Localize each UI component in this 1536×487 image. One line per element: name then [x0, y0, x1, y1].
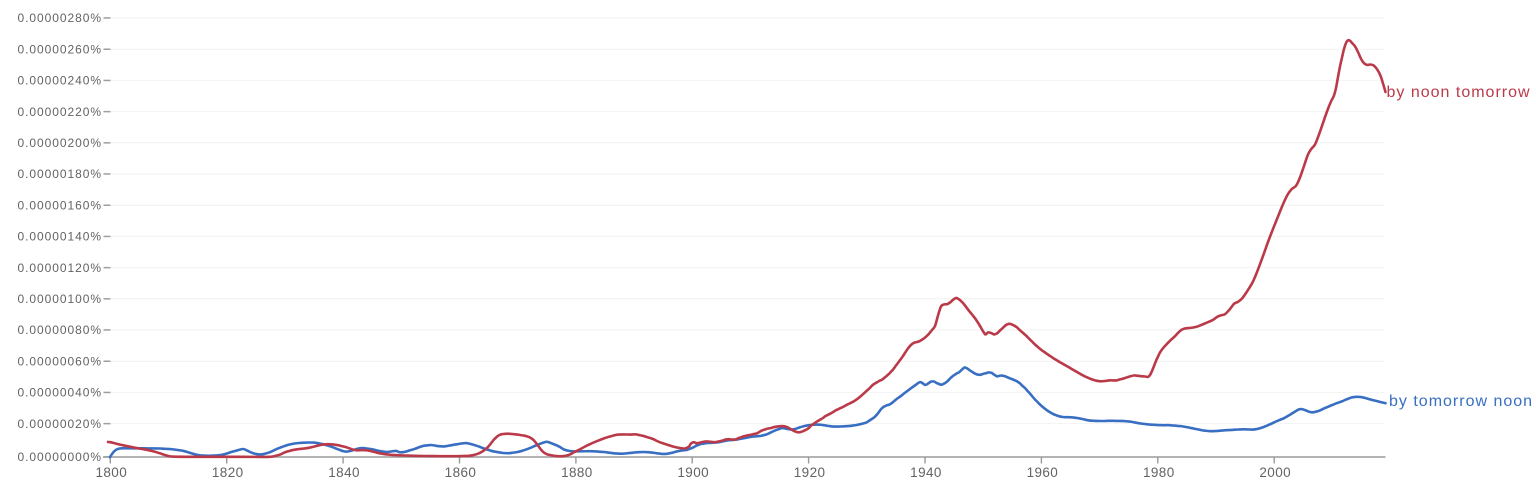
- svg-text:0.00000100%: 0.00000100%: [17, 292, 102, 306]
- svg-text:0.00000060%: 0.00000060%: [17, 354, 102, 368]
- svg-text:0.00000280%: 0.00000280%: [17, 11, 102, 25]
- svg-text:1860: 1860: [445, 465, 477, 480]
- svg-text:0.00000160%: 0.00000160%: [17, 198, 102, 212]
- svg-text:1880: 1880: [561, 465, 593, 480]
- svg-text:1940: 1940: [910, 465, 942, 480]
- svg-text:0.00000120%: 0.00000120%: [17, 261, 102, 275]
- svg-text:1900: 1900: [677, 465, 709, 480]
- svg-text:0.00000240%: 0.00000240%: [17, 74, 102, 88]
- svg-text:1920: 1920: [794, 465, 826, 480]
- svg-text:1820: 1820: [212, 465, 244, 480]
- svg-text:0.00000140%: 0.00000140%: [17, 230, 102, 244]
- svg-text:1960: 1960: [1027, 465, 1059, 480]
- svg-text:1980: 1980: [1143, 465, 1175, 480]
- svg-text:0.00000260%: 0.00000260%: [17, 42, 102, 56]
- svg-text:0.00000020%: 0.00000020%: [17, 417, 102, 431]
- svg-text:0.00000200%: 0.00000200%: [17, 136, 102, 150]
- svg-text:0.00000000%: 0.00000000%: [17, 450, 102, 464]
- svg-text:by noon tomorrow: by noon tomorrow: [1387, 84, 1531, 101]
- svg-text:0.00000080%: 0.00000080%: [17, 323, 102, 337]
- svg-text:by tomorrow noon: by tomorrow noon: [1389, 393, 1533, 410]
- svg-text:0.00000180%: 0.00000180%: [17, 167, 102, 181]
- svg-text:1840: 1840: [328, 465, 360, 480]
- svg-text:2000: 2000: [1259, 465, 1291, 480]
- svg-text:1800: 1800: [95, 465, 127, 480]
- svg-text:0.00000040%: 0.00000040%: [17, 386, 102, 400]
- svg-text:0.00000220%: 0.00000220%: [17, 105, 102, 119]
